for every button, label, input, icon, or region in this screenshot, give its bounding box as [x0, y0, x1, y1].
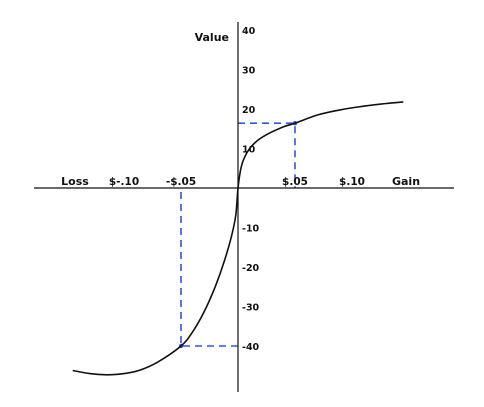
y-tick-label: -40: [242, 342, 260, 353]
axes: [34, 22, 454, 392]
value-curve-layer: [72, 101, 404, 376]
y-tick-label: -10: [242, 224, 260, 235]
y-tick-label: 30: [242, 66, 256, 77]
loss-label: Loss: [61, 175, 89, 188]
x-tick-labels: $-.10 -$.05 $.05 $.10: [109, 176, 365, 188]
x-tick-label: $.05: [282, 176, 308, 188]
y-tick-label: 10: [242, 145, 256, 156]
y-tick-labels: 40 30 20 10 -10 -20 -30 -40: [242, 26, 260, 353]
gain-label: Gain: [392, 175, 420, 188]
x-tick-label: $.10: [339, 176, 365, 188]
y-tick-label: -30: [242, 303, 260, 314]
x-tick-label: $-.10: [109, 176, 139, 188]
guide-line: [180, 188, 238, 347]
y-tick-label: 40: [242, 26, 256, 37]
y-tick-label: -20: [242, 263, 260, 274]
x-tick-label: -$.05: [166, 176, 196, 188]
y-axis-label: Value: [195, 31, 229, 44]
guide-line: [238, 122, 296, 188]
y-tick-label: 20: [242, 105, 256, 116]
value-curve: [72, 101, 404, 376]
